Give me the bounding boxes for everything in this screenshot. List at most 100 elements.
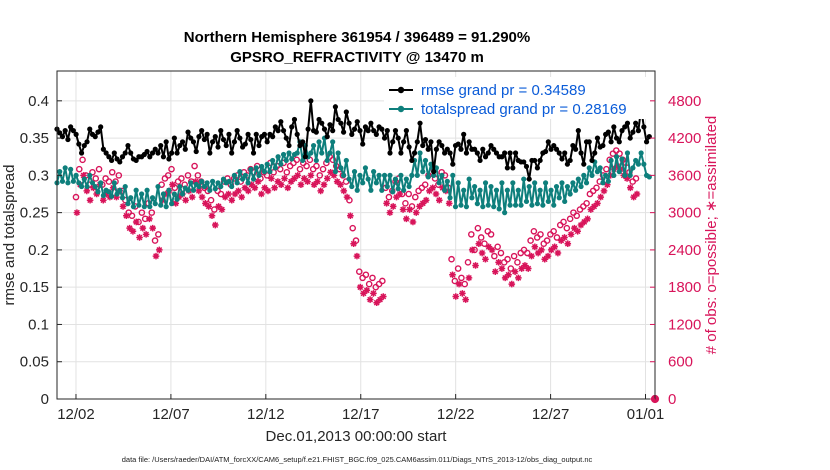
obs-assimilated-point — [383, 200, 390, 207]
rmse-point — [152, 146, 158, 152]
totalspread-point — [111, 180, 117, 186]
obs-assimilated-point — [511, 268, 519, 275]
rmse-point — [177, 142, 183, 149]
obs-possible-point — [89, 168, 96, 176]
obs-possible-point — [349, 224, 357, 232]
totalspread-point — [253, 165, 259, 171]
totalspread-point — [204, 180, 210, 186]
obs-possible-point — [211, 206, 218, 213]
obs-assimilated-point — [261, 184, 269, 192]
rmse-point — [392, 128, 399, 134]
obs-possible-point — [411, 193, 419, 201]
totalspread-point — [106, 189, 112, 195]
obs-possible-point — [537, 231, 544, 238]
y-tick-label: 0.05 — [20, 354, 49, 371]
rmse-point — [425, 146, 431, 152]
x-tick-label: 12/22 — [437, 406, 475, 423]
totalspread-point — [324, 157, 330, 164]
rmse-point — [76, 141, 82, 147]
obs-possible-point — [379, 277, 386, 285]
totalspread-point — [551, 202, 557, 208]
rmse-point — [264, 139, 270, 145]
rmse-point — [420, 142, 426, 149]
obs-assimilated-point — [515, 274, 522, 282]
totalspread-point — [139, 191, 145, 197]
obs-assimilated-point — [205, 203, 213, 210]
rmse-point — [499, 154, 505, 160]
rmse-point — [592, 150, 598, 156]
obs-assimilated-point — [327, 168, 334, 176]
rmse-point — [215, 144, 221, 150]
obs-assimilated-point — [281, 175, 288, 182]
totalspread-point — [482, 180, 489, 186]
totalspread-point — [452, 204, 459, 210]
totalspread-point — [548, 187, 554, 193]
obs-possible-point — [72, 193, 80, 201]
obs-possible-point — [283, 168, 291, 176]
rmse-point — [335, 116, 341, 123]
rmse-point — [300, 139, 306, 145]
obs-assimilated-point — [218, 206, 226, 213]
obs-assimilated-point — [482, 255, 489, 263]
rmse-point — [600, 142, 606, 149]
rmse-point — [226, 131, 232, 137]
obs-assimilated-point — [287, 178, 295, 185]
rmse-point — [196, 134, 202, 140]
rmse-point — [117, 159, 123, 165]
obs-possible-point — [616, 150, 623, 157]
obs-possible-point — [464, 259, 472, 266]
obs-possible-point — [566, 215, 574, 223]
rmse-point — [166, 156, 172, 162]
y-right-tick-label: 0 — [668, 391, 676, 408]
totalspread-point — [398, 172, 404, 178]
obs-assimilated-point — [422, 196, 430, 204]
totalspread-point — [493, 187, 500, 193]
rmse-point — [542, 148, 549, 155]
rmse-point — [218, 128, 224, 134]
rmse-point — [349, 131, 355, 137]
obs-assimilated-point — [455, 280, 463, 288]
obs-assimilated-point — [627, 184, 634, 192]
totalspread-point — [136, 202, 142, 208]
obs-assimilated-point — [604, 181, 611, 188]
totalspread-point — [562, 198, 568, 205]
obs-assimilated-point — [317, 187, 325, 195]
series-layer — [54, 98, 660, 404]
obs-assimilated-point — [370, 290, 377, 297]
obs-assimilated-point — [386, 209, 394, 216]
obs-possible-point — [115, 172, 123, 179]
rmse-point — [619, 128, 625, 134]
rmse-point — [431, 169, 437, 175]
totalspread-point — [133, 187, 139, 193]
totalspread-point — [387, 172, 393, 178]
rmse-point — [193, 148, 199, 155]
rmse-point — [624, 120, 631, 126]
obs-possible-point — [128, 212, 136, 220]
obs-assimilated-point — [73, 209, 81, 216]
rmse-point — [417, 120, 423, 126]
totalspread-point — [330, 139, 336, 145]
rmse-point — [447, 150, 453, 156]
obs-possible-point — [573, 212, 581, 220]
totalspread-point — [488, 183, 494, 190]
rmse-point — [458, 146, 464, 152]
rmse-point — [608, 139, 614, 145]
totalspread-point — [586, 165, 592, 171]
obs-possible-point — [494, 243, 501, 251]
rmse-point — [207, 150, 213, 156]
rmse-point — [406, 144, 412, 150]
rmse-point — [81, 142, 87, 149]
obs-assimilated-point — [376, 296, 384, 303]
obs-assimilated-point — [587, 206, 595, 213]
totalspread-point — [534, 201, 540, 207]
rmse-point — [512, 150, 519, 156]
x-axis-label: Dec.01,2013 00:00:00 start — [266, 428, 448, 445]
rmse-point — [95, 129, 101, 135]
totalspread-point — [335, 150, 341, 156]
totalspread-point — [641, 161, 647, 167]
totalspread-point — [179, 191, 186, 197]
rmse-point — [188, 135, 194, 141]
obs-possible-point — [632, 175, 640, 182]
obs-possible-point — [92, 175, 100, 182]
rmse-point — [291, 116, 298, 123]
